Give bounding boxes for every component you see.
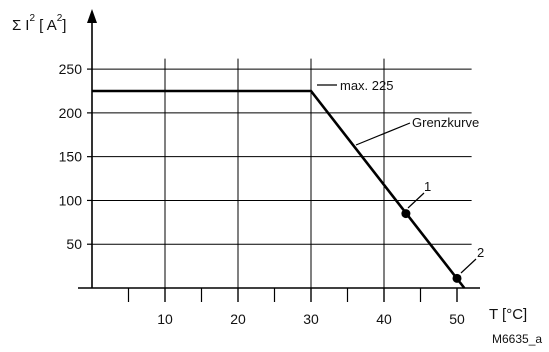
- y-tick-label: 250: [59, 61, 83, 77]
- point-2-leader: [460, 258, 477, 274]
- x-tick-label: 20: [230, 311, 246, 327]
- x-tick-label: 40: [376, 311, 392, 327]
- max-label: max. 225: [340, 78, 393, 93]
- y-tick-label: 50: [66, 236, 82, 252]
- figure-id: M6635_a: [492, 332, 542, 346]
- annotations: max. 225 Grenzkurve 1 2: [317, 78, 484, 274]
- x-axis-label: T [°C]: [489, 306, 527, 323]
- marker-point-1: [401, 209, 411, 219]
- x-tick-label: 10: [157, 311, 173, 327]
- y-axis-label: Σ I2 [ A2]: [12, 13, 66, 34]
- x-tick-label: 30: [303, 311, 319, 327]
- y-tick-label: 100: [59, 192, 83, 208]
- point-1-leader: [407, 192, 425, 209]
- tick-labels: 50 100 150 200 250 10 20 30 40 50: [59, 61, 465, 327]
- x-tick-label: 50: [449, 311, 465, 327]
- point-1-label: 1: [424, 179, 431, 194]
- y-tick-label: 200: [59, 105, 83, 121]
- y-axis-arrow-icon: [87, 9, 97, 23]
- axis-ticks: [87, 68, 458, 302]
- series-line-grenzkurve: [92, 89, 466, 289]
- series-layer: [92, 89, 466, 289]
- curve-label: Grenzkurve: [412, 115, 479, 130]
- point-2-label: 2: [477, 245, 484, 260]
- y-tick-label: 150: [59, 149, 83, 165]
- axes: [78, 9, 480, 289]
- marker-point-2: [452, 273, 462, 283]
- curve-label-leader: [355, 122, 411, 146]
- grid-lines: [92, 58, 472, 288]
